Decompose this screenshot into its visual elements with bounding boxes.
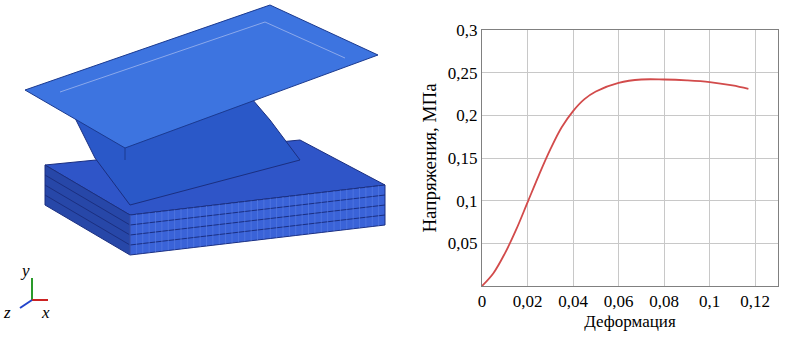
svg-text:Деформация: Деформация [584, 312, 676, 331]
svg-text:0,3: 0,3 [456, 21, 477, 40]
svg-text:0,05: 0,05 [448, 234, 478, 253]
svg-text:0,02: 0,02 [513, 292, 543, 311]
svg-text:0,06: 0,06 [604, 292, 634, 311]
svg-text:0,25: 0,25 [448, 64, 478, 83]
svg-text:0,15: 0,15 [448, 149, 478, 168]
svg-text:0,04: 0,04 [558, 292, 588, 311]
svg-text:0,1: 0,1 [699, 292, 720, 311]
svg-text:x: x [41, 303, 50, 322]
svg-text:0,12: 0,12 [740, 292, 770, 311]
svg-text:y: y [20, 261, 30, 280]
svg-text:Напряжения, МПа: Напряжения, МПа [419, 83, 440, 233]
svg-text:0,2: 0,2 [456, 106, 477, 125]
svg-text:z: z [3, 303, 11, 322]
svg-text:0,08: 0,08 [649, 292, 679, 311]
svg-text:0,1: 0,1 [456, 192, 477, 211]
svg-text:0: 0 [478, 292, 487, 311]
